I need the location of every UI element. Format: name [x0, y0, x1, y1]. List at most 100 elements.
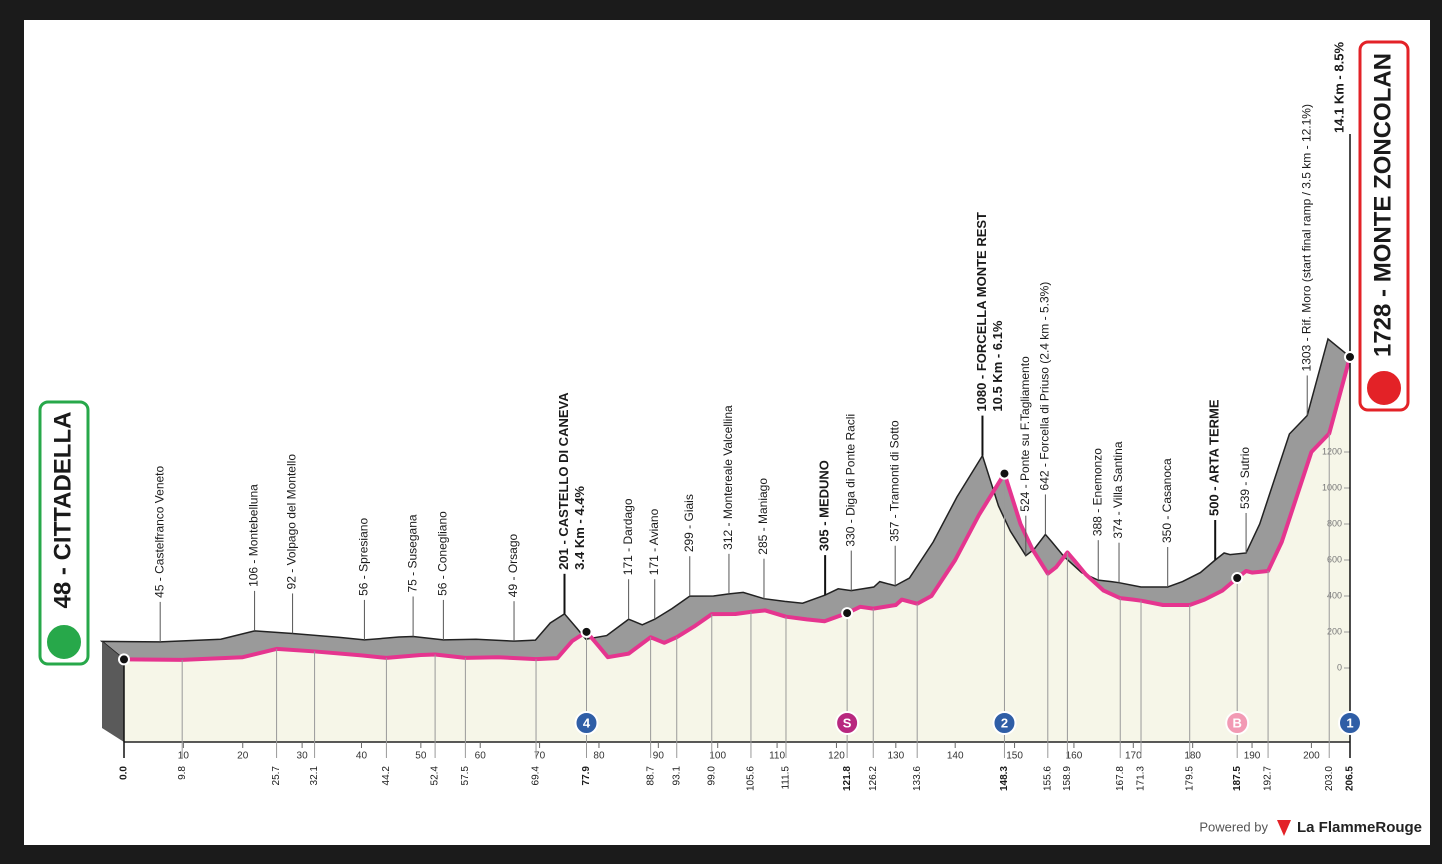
waypoint-km: 126.2 — [868, 766, 879, 791]
waypoint-label: 357 - Tramonti di Sotto — [887, 420, 901, 542]
waypoint-label: 75 - Susegana — [405, 514, 419, 592]
footer-logo-flag — [1277, 820, 1291, 836]
waypoint-km: 179.5 — [1184, 766, 1195, 791]
finish-label: 1728 - MONTE ZONCOLAN — [1369, 53, 1396, 357]
x-tick-label: 80 — [593, 751, 605, 762]
waypoint-dot — [841, 607, 854, 620]
waypoint-km: 88.7 — [645, 766, 656, 786]
x-tick-label: 190 — [1244, 751, 1261, 762]
category-badge — [1338, 711, 1362, 735]
x-tick-label: 20 — [237, 751, 249, 762]
waypoint-label: 49 - Orsago — [506, 533, 520, 597]
waypoint-label: 45 - Castelfranco Veneto — [152, 465, 166, 597]
waypoint-dot — [580, 625, 593, 638]
footer-brand: La FlammeRouge — [1297, 819, 1422, 836]
x-tick-label: 150 — [1006, 751, 1023, 762]
waypoint-km: 32.1 — [309, 766, 320, 786]
x-tick-label: 100 — [709, 751, 726, 762]
profile-floor — [124, 356, 1350, 742]
category-badge-text: 4 — [583, 715, 591, 730]
category-badge-text: S — [843, 715, 852, 730]
start-box — [38, 400, 90, 666]
finish-climb: 14.1 Km - 8.5% — [1331, 42, 1346, 133]
finish-box — [1358, 40, 1410, 412]
category-badge-text: B — [1233, 715, 1242, 730]
waypoint-km: 52.4 — [430, 766, 441, 786]
waypoint-label: 539 - Sutrio — [1238, 447, 1252, 509]
waypoint-label: 1303 - Rif. Moro (start final ramp / 3.5… — [1299, 104, 1313, 371]
waypoint-km: 158.9 — [1062, 766, 1073, 791]
waypoint-label: 350 - Casanoca — [1160, 458, 1174, 543]
waypoint-dot — [118, 653, 130, 666]
waypoint-km: 105.6 — [746, 766, 757, 791]
waypoint-climb: 3.4 Km - 4.4% — [572, 486, 587, 570]
x-tick-label: 180 — [1184, 751, 1201, 762]
waypoint-label: 305 - MEDUNO — [817, 460, 832, 551]
waypoint-label: 312 - Montereale Valcellina — [721, 405, 735, 550]
x-tick-label: 30 — [297, 751, 309, 762]
waypoint-label: 92 - Volpago del Montello — [285, 454, 299, 590]
waypoint-label: 500 - ARTA TERME — [1207, 399, 1222, 516]
waypoint-km: 148.3 — [999, 766, 1010, 791]
waypoint-km: 69.4 — [531, 766, 542, 786]
start-label: 48 - CITTADELLA — [49, 412, 76, 609]
waypoint-km: 167.8 — [1115, 766, 1126, 791]
waypoint-climb: 10.5 Km - 6.1% — [990, 320, 1005, 411]
category-badge — [835, 711, 860, 735]
x-tick-label: 140 — [947, 751, 964, 762]
waypoint-km: 155.6 — [1042, 766, 1053, 791]
waypoint-label: 642 - Forcella di Priuso (2.4 km - 5.3%) — [1038, 282, 1052, 491]
x-tick-label: 130 — [887, 751, 904, 762]
y-tick-label: 1000 — [1322, 482, 1342, 492]
waypoint-km: 99.0 — [706, 766, 717, 786]
x-tick-label: 10 — [178, 751, 190, 762]
x-tick-label: 200 — [1303, 751, 1320, 762]
y-tick-label: 1200 — [1322, 446, 1342, 456]
category-badge — [992, 711, 1017, 735]
waypoint-label: 388 - Enemonzo — [1090, 448, 1104, 536]
profile-wall — [102, 641, 124, 742]
waypoint-label: 374 - Villa Santina — [1111, 441, 1125, 539]
x-tick-label: 40 — [356, 751, 368, 762]
x-tick-label: 160 — [1066, 751, 1083, 762]
category-badge-text: 2 — [1001, 715, 1008, 730]
waypoint-label: 171 - Dardago — [621, 498, 635, 575]
x-tick-label: 90 — [653, 751, 665, 762]
x-tick-label: 110 — [769, 751, 785, 762]
y-tick-label: 0 — [1337, 662, 1342, 672]
waypoint-label: 524 - Ponte su F.Tagliamento — [1018, 356, 1032, 512]
waypoint-label: 1080 - FORCELLA MONTE REST — [974, 212, 989, 412]
waypoint-km: 25.7 — [271, 766, 282, 786]
x-tick-label: 60 — [475, 751, 487, 762]
waypoint-dot — [1231, 572, 1244, 584]
waypoint-dot — [1344, 350, 1356, 363]
waypoint-label: 56 - Spresiano — [357, 518, 371, 596]
waypoint-km: 44.2 — [381, 766, 392, 786]
x-tick-label: 50 — [415, 751, 427, 762]
x-tick-label: 70 — [534, 751, 546, 762]
y-tick-label: 800 — [1327, 518, 1342, 528]
finish-icon — [1365, 369, 1403, 407]
waypoint-km: 57.5 — [460, 766, 471, 786]
waypoint-label: 56 - Conegliano — [436, 511, 450, 596]
category-badge-text: 1 — [1346, 715, 1353, 730]
waypoint-km: 111.5 — [781, 766, 792, 790]
waypoint-km: 121.8 — [842, 766, 853, 791]
start-km: 0.0 — [119, 766, 130, 780]
y-tick-label: 600 — [1327, 554, 1342, 564]
finish-km: 206.5 — [1345, 766, 1356, 791]
waypoint-km: 187.5 — [1232, 766, 1243, 791]
start-icon — [45, 623, 83, 661]
waypoint-dot — [998, 467, 1011, 480]
waypoint-km: 9.8 — [177, 766, 188, 780]
x-tick-label: 170 — [1125, 751, 1142, 762]
waypoint-km: 133.6 — [912, 766, 923, 791]
waypoint-km: 171.3 — [1136, 766, 1147, 791]
category-badge — [1225, 711, 1250, 735]
waypoint-label: 106 - Montebelluna — [247, 484, 261, 587]
waypoint-km: 192.7 — [1263, 766, 1274, 791]
waypoint-label: 299 - Giais — [682, 494, 696, 552]
waypoint-label: 201 - CASTELLO DI CANEVA — [556, 392, 571, 570]
footer-powered: Powered by — [1199, 819, 1268, 834]
